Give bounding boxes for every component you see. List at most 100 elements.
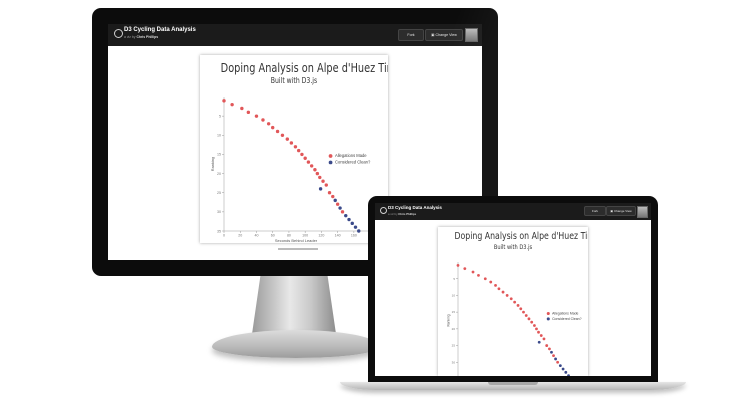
- data-point: [471, 270, 475, 274]
- data-point: [535, 327, 538, 331]
- app-title: D3 Cycling Data Analysis: [124, 27, 196, 33]
- data-point: [222, 99, 226, 103]
- y-tick-label: 35: [217, 229, 221, 233]
- data-point: [275, 129, 280, 134]
- legend-label: Considered Clean?: [552, 317, 582, 321]
- laptop-screen: D3 Cycling Data Analysis a viz by Chris …: [375, 203, 651, 376]
- data-point: [456, 263, 460, 267]
- data-point: [564, 370, 568, 374]
- user-avatar[interactable]: [637, 206, 648, 218]
- y-tick-label: 25: [452, 344, 456, 348]
- legend-marker: [546, 317, 550, 321]
- x-tick-label: 40: [254, 234, 258, 238]
- data-point: [542, 337, 546, 341]
- data-point: [293, 145, 298, 149]
- chart-title: Doping Analysis on Alpe d'Huez Times: [454, 231, 589, 242]
- data-point: [539, 334, 543, 337]
- data-point: [338, 206, 342, 210]
- y-tick-label: 15: [217, 153, 221, 157]
- x-tick-label: 20: [238, 234, 242, 238]
- x-tick-label: 0: [223, 234, 225, 238]
- data-point: [556, 360, 560, 364]
- legend-marker: [328, 154, 333, 158]
- data-point: [289, 141, 294, 145]
- legend-label: Considered Clean?: [335, 160, 371, 165]
- data-point: [463, 267, 467, 271]
- data-point: [519, 307, 523, 311]
- legend-marker: [328, 160, 333, 165]
- y-tick-label: 15: [452, 310, 456, 314]
- author-byline: a viz by Chris Phillips: [124, 35, 159, 39]
- monitor-stand-base: [212, 330, 380, 358]
- legend-marker: [546, 311, 550, 316]
- data-point: [550, 350, 553, 354]
- data-point: [285, 137, 290, 141]
- legend-label: Allegations Made: [335, 153, 367, 158]
- fork-button[interactable]: Fork: [398, 29, 424, 41]
- data-point: [554, 357, 557, 361]
- data-point: [545, 344, 549, 347]
- data-point: [309, 164, 314, 168]
- data-point: [340, 210, 345, 214]
- data-point: [313, 168, 317, 172]
- x-tick-label: 100: [302, 234, 308, 238]
- y-tick-label: 10: [217, 134, 221, 138]
- data-point: [537, 340, 541, 344]
- x-axis-label: Seconds Behind Leader: [275, 238, 318, 243]
- data-point: [533, 324, 536, 327]
- x-tick-label: 60: [271, 234, 275, 238]
- y-tick-label: 25: [217, 191, 221, 195]
- x-tick-label: 80: [287, 234, 291, 238]
- scatter-chart: 5 10 15 20 25 30 350 20 40 60 80 100 120 140 160 Second…: [210, 97, 371, 243]
- data-point: [315, 171, 320, 176]
- data-point: [303, 156, 307, 160]
- y-tick-label: 30: [452, 360, 456, 364]
- data-point: [280, 133, 285, 137]
- data-point: [306, 160, 311, 164]
- y-axis-label: Ranking: [210, 157, 215, 172]
- app-header: D3 Cycling Data Analysis a viz by Chris …: [375, 203, 651, 220]
- data-point: [335, 202, 340, 206]
- y-tick-label: 30: [217, 210, 221, 214]
- logo-icon: [380, 207, 387, 214]
- chart-title: Doping Analysis on Alpe d'Huez Times: [220, 60, 388, 75]
- y-tick-label: 10: [452, 293, 456, 297]
- footer-text: [278, 248, 318, 250]
- data-point: [524, 314, 528, 317]
- data-point: [494, 284, 497, 287]
- chart-panel: 5101520253035020406080100120140160Second…: [438, 227, 588, 376]
- data-point: [353, 225, 358, 229]
- data-point: [254, 114, 259, 118]
- data-point: [246, 110, 251, 115]
- data-point: [350, 221, 354, 226]
- y-tick-label: 20: [217, 172, 221, 176]
- scatter-chart: 5101520253035020406080100120140160Second…: [447, 262, 582, 376]
- data-point: [318, 175, 322, 180]
- x-tick-label: 120: [318, 234, 324, 238]
- x-tick-label: 140: [335, 234, 341, 238]
- data-point: [230, 102, 234, 107]
- fork-button[interactable]: Fork: [584, 206, 606, 216]
- data-point: [505, 294, 509, 297]
- change-view-button[interactable]: ▣ Change View: [425, 29, 463, 41]
- y-tick-label: 5: [453, 277, 455, 281]
- data-point: [509, 297, 513, 301]
- laptop: D3 Cycling Data Analysis a viz by Chris …: [368, 196, 658, 382]
- x-tick-label: 160: [351, 234, 357, 238]
- y-tick-label: 5: [219, 114, 221, 118]
- user-avatar[interactable]: [465, 28, 478, 42]
- monitor-stand-neck: [252, 276, 336, 334]
- data-point: [318, 187, 323, 191]
- data-point: [501, 290, 505, 294]
- y-tick-label: 20: [452, 327, 456, 331]
- y-axis-label: Ranking: [447, 314, 451, 326]
- logo-icon: [114, 29, 123, 38]
- data-point: [357, 229, 361, 233]
- change-view-button[interactable]: ▣ Change View: [606, 206, 636, 216]
- data-point: [537, 330, 540, 334]
- author-byline: a viz by Chris Phillips: [388, 212, 417, 216]
- monitor-screen: D3 Cycling Data Analysis a viz by Chris …: [108, 24, 482, 260]
- data-point: [548, 347, 551, 351]
- data-point: [321, 179, 325, 183]
